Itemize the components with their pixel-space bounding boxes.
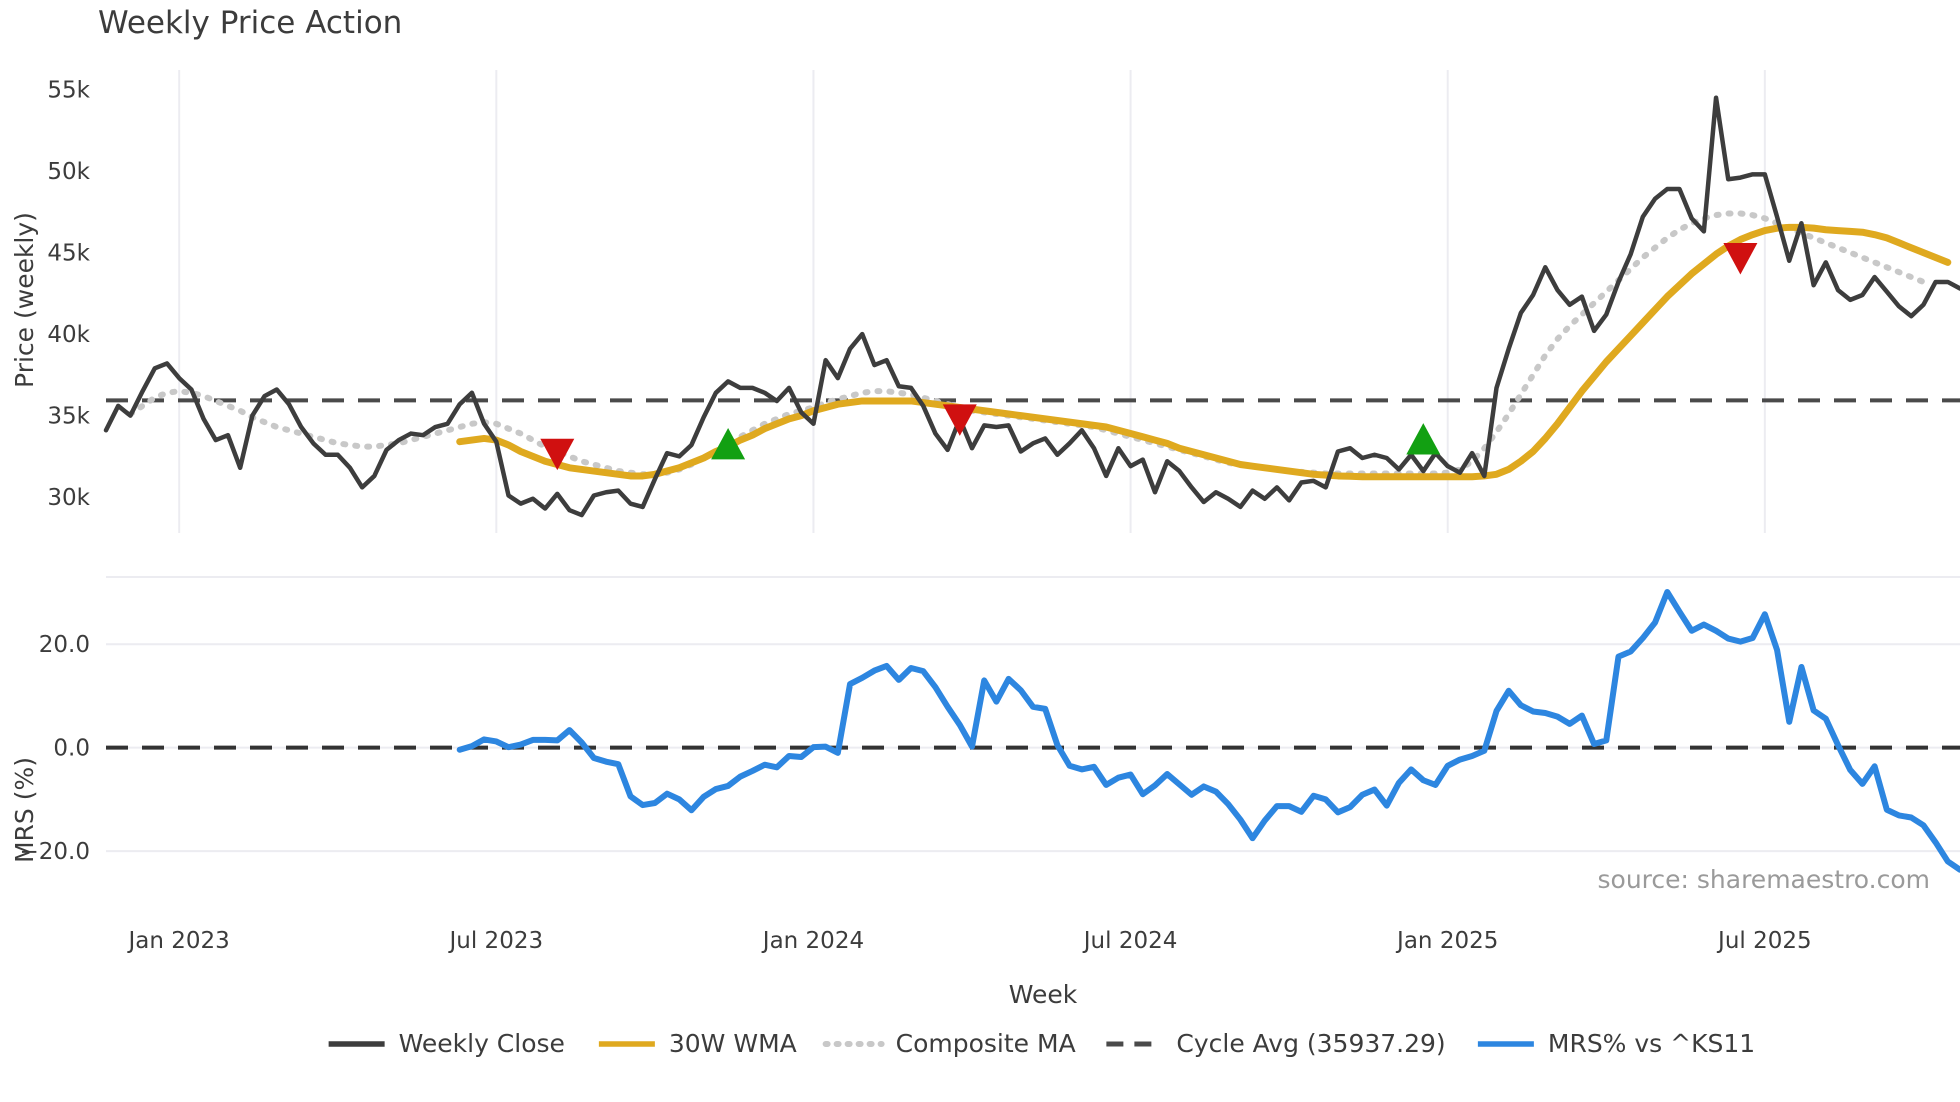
x-axis: Jan 2023 Jul 2023 Jan 2024 Jul 2024 Jan 2025… [127, 928, 1812, 1009]
price-y-tick-labels: 30k 35k 40k 45k 50k 55k [47, 78, 90, 512]
page-title: Weekly Price Action [98, 5, 402, 41]
legend-label: 30W WMA [669, 1029, 797, 1058]
legend-label: Cycle Avg (35937.29) [1176, 1029, 1445, 1058]
mrs-y-tick-label: 20.0 [39, 632, 90, 658]
x-tick-labels: Jan 2023 Jul 2023 Jan 2024 Jul 2024 Jan 2025… [127, 928, 1812, 954]
mrs-y-tick-labels: −20.0 0.0 20.0 [20, 632, 90, 865]
legend-item: Cycle Avg (35937.29) [1106, 1029, 1446, 1058]
buy-signal-marker [1406, 423, 1441, 455]
wma-line [456, 223, 1952, 481]
legend-item: 30W WMA [598, 1029, 797, 1058]
mrs-gridlines [106, 576, 1960, 853]
chart-legend: Weekly Close 30W WMA Composite MA Cycle Avg… [328, 1029, 1755, 1058]
buy-signal-marker [711, 428, 746, 460]
x-tick-label: Jan 2023 [127, 928, 230, 954]
mrs-axis-label: MRS (%) [10, 757, 39, 863]
x-tick-label: Jan 2024 [761, 928, 864, 954]
legend-item: MRS% vs ^KS11 [1477, 1029, 1755, 1058]
mrs-y-tick-label: −20.0 [20, 839, 90, 865]
sell-signal-marker [540, 438, 575, 471]
mrs-line [456, 589, 1960, 873]
x-tick-label: Jul 2023 [448, 928, 544, 954]
price-y-tick-label: 40k [47, 322, 90, 348]
legend-label: MRS% vs ^KS11 [1548, 1029, 1755, 1058]
signal-markers [540, 243, 1758, 471]
x-tick-label: Jul 2024 [1082, 928, 1178, 954]
weekly-close-line [103, 95, 1960, 518]
legend-label: Weekly Close [399, 1029, 565, 1058]
composite-ma-line [127, 210, 1927, 478]
price-y-tick-label: 55k [47, 78, 90, 104]
legend-item: Composite MA [822, 1029, 1076, 1058]
x-tick-label: Jan 2025 [1395, 928, 1498, 954]
price-y-tick-label: 50k [47, 159, 90, 185]
price-y-tick-label: 45k [47, 241, 90, 267]
price-y-tick-label: 35k [47, 404, 90, 430]
price-y-tick-label: 30k [47, 485, 90, 511]
price-axis-label: Price (weekly) [10, 212, 39, 388]
legend-label: Composite MA [896, 1029, 1076, 1058]
price-gridlines [178, 70, 1766, 533]
sell-signal-marker [1723, 243, 1758, 275]
price-panel: 30k 35k 40k 45k 50k 55k Price (weekly) [10, 70, 1960, 533]
x-tick-label: Jul 2025 [1716, 928, 1812, 954]
mrs-panel: −20.0 0.0 20.0 MRS (%) source: sharemaestr… [10, 576, 1960, 894]
x-axis-label: Week [1009, 980, 1078, 1009]
sell-signal-marker [942, 404, 977, 436]
source-watermark: source: sharemaestro.com [1598, 865, 1931, 894]
mrs-y-tick-label: 0.0 [53, 736, 90, 762]
legend-item: Weekly Close [328, 1029, 565, 1058]
